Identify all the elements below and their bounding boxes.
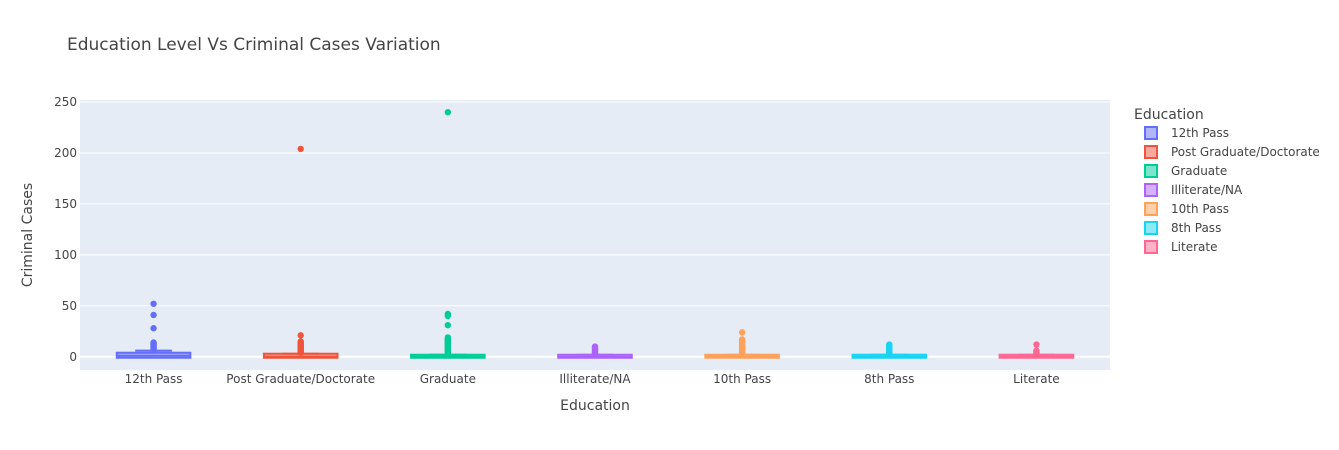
y-tick-label: 50 (62, 299, 77, 313)
outlier-point (886, 341, 893, 348)
y-tick-label: 0 (69, 350, 77, 364)
box-series (410, 109, 486, 359)
outlier-point (150, 325, 157, 332)
x-tick-label: 12th Pass (125, 372, 183, 386)
outlier-point (297, 332, 304, 339)
x-tick-label: Graduate (420, 372, 476, 386)
outlier-point (444, 109, 452, 116)
chart-title: Education Level Vs Criminal Cases Variat… (67, 35, 441, 55)
outlier-point (738, 329, 746, 336)
x-tick-label: Illiterate/NA (559, 372, 631, 386)
outlier-point (738, 336, 746, 343)
box-series (998, 341, 1075, 359)
outlier-point (591, 343, 599, 350)
legend-swatch (1144, 164, 1158, 178)
legend-swatch (1144, 202, 1158, 216)
outlier-point (150, 311, 157, 319)
legend-swatch (1144, 240, 1158, 254)
outlier-point (444, 310, 452, 318)
box-series (262, 145, 339, 359)
box-series (851, 341, 928, 359)
outlier-point (150, 300, 157, 307)
legend-title: Education (1134, 107, 1204, 123)
outlier-point (444, 334, 452, 341)
legend-swatch (1144, 183, 1158, 197)
x-tick-label: 8th Pass (864, 372, 914, 386)
legend-label: 8th Pass (1171, 221, 1221, 235)
legend-label: Illiterate/NA (1171, 183, 1243, 197)
legend-label: Graduate (1171, 164, 1227, 178)
x-tick-label: Post Graduate/Doctorate (226, 372, 375, 386)
legend-label: Literate (1171, 240, 1217, 254)
legend-swatch (1144, 221, 1158, 235)
outlier-point (297, 145, 304, 153)
x-tick-label: 10th Pass (713, 372, 771, 386)
y-tick-label: 100 (54, 248, 77, 262)
outlier-point (1033, 347, 1040, 354)
outlier-point (150, 339, 157, 346)
x-tick-label: Literate (1013, 372, 1059, 386)
y-tick-label: 150 (54, 197, 77, 211)
box-series (115, 300, 192, 359)
outlier-point (1033, 341, 1040, 348)
box-series (704, 329, 780, 359)
y-tick-label: 200 (54, 146, 77, 160)
legend: Education 12th Pass Post Graduate/Doctora… (1134, 107, 1320, 254)
legend-swatch (1144, 126, 1158, 140)
y-axis-ticks: 0 50 100 150 200 250 (54, 95, 77, 364)
outlier-point (444, 321, 452, 329)
y-axis-title: Criminal Cases (20, 183, 36, 287)
plot-area (80, 100, 1110, 370)
plot-background (80, 100, 1110, 370)
x-axis-title: Education (560, 398, 630, 414)
box-series (557, 343, 633, 359)
legend-label: Post Graduate/Doctorate (1171, 145, 1320, 159)
legend-label: 10th Pass (1171, 202, 1229, 216)
outlier-point (297, 338, 304, 345)
legend-swatch (1144, 145, 1158, 159)
y-tick-label: 250 (54, 95, 77, 109)
x-axis-ticks: 12th Pass Post Graduate/Doctorate Graduate… (125, 372, 1060, 386)
legend-label: 12th Pass (1171, 126, 1229, 140)
